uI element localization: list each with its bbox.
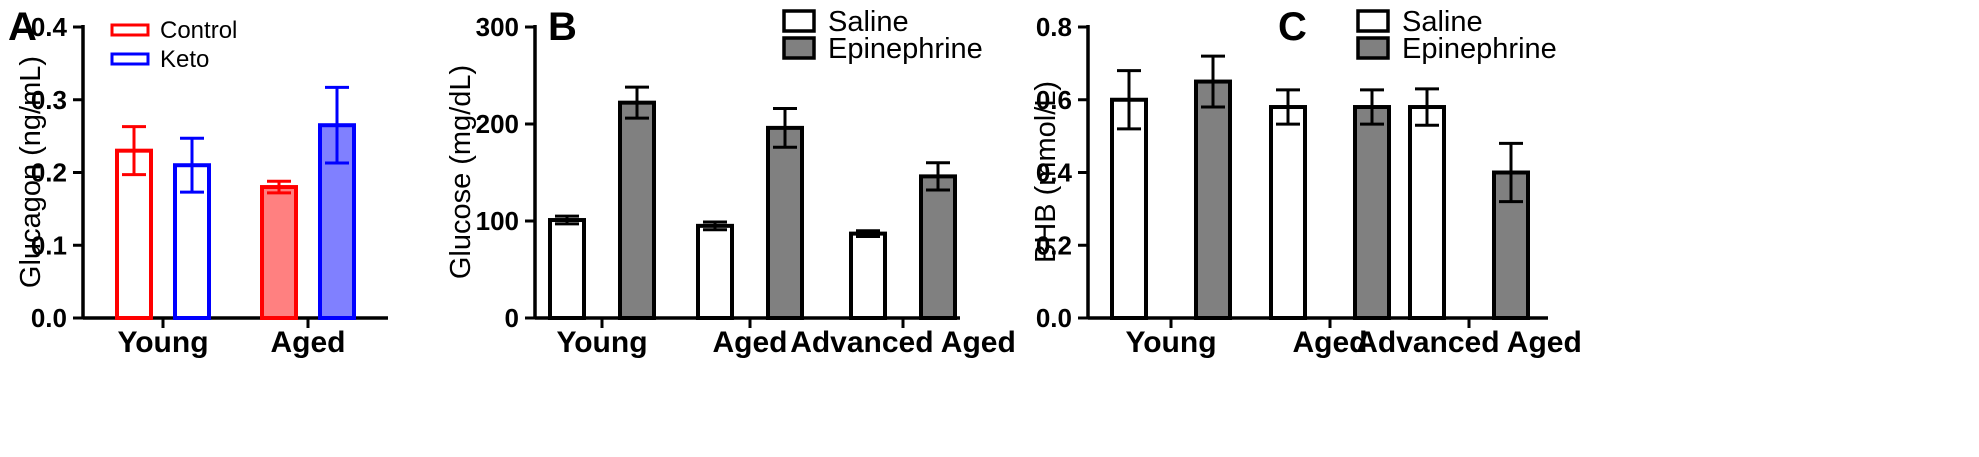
y-tick-label: 0.2 xyxy=(31,158,67,188)
x-tick-label: Aged xyxy=(271,326,346,359)
bar xyxy=(1269,105,1307,321)
legend-label: Keto xyxy=(160,46,209,73)
y-tick-label: 0.8 xyxy=(1036,12,1072,42)
bar xyxy=(1194,79,1232,320)
bar xyxy=(1408,105,1446,321)
bar xyxy=(1353,105,1391,321)
legend-swatch xyxy=(1356,36,1390,60)
x-tick-label: Young xyxy=(556,326,647,359)
x-tick-label: Advanced Aged xyxy=(790,326,1016,359)
y-tick-label: 0 xyxy=(505,303,519,333)
y-tick-label: 0.3 xyxy=(31,85,67,115)
chart-panel-a: 0.0 0.1 0.2 0.3 0.4 Glucagon (ng/mL) Young Aged… xyxy=(15,12,388,359)
panel-letter-c: C xyxy=(1278,5,1307,49)
y-tick-label: 0.6 xyxy=(1036,85,1072,115)
bar xyxy=(260,185,298,320)
y-tick-label: 0.2 xyxy=(1036,230,1072,260)
bar xyxy=(766,125,804,320)
legend-swatch xyxy=(110,23,150,37)
x-tick-label: Advanced Aged xyxy=(1356,326,1582,359)
bar xyxy=(1110,97,1148,320)
y-tick-label: 0.0 xyxy=(1036,303,1072,333)
y-axis-title: BHB (mmol/L) xyxy=(1030,81,1062,263)
panel-letter-a: A xyxy=(8,5,37,49)
y-tick-label: 0.0 xyxy=(31,303,67,333)
y-tick-label: 200 xyxy=(476,109,519,139)
y-axis-title: Glucagon (ng/mL) xyxy=(15,56,47,288)
legend-label: Saline xyxy=(1402,6,1483,38)
legend-label: Epinephrine xyxy=(828,33,983,65)
y-tick-label: 300 xyxy=(476,12,519,42)
y-tick-label: 0.1 xyxy=(31,230,67,260)
y-tick-label: 0.4 xyxy=(1036,158,1073,188)
x-tick-label: Aged xyxy=(1293,326,1368,359)
y-tick-label: 0.4 xyxy=(31,12,68,42)
bar xyxy=(849,231,887,320)
y-axis-title: Glucose (mg/dL) xyxy=(445,65,477,279)
legend-swatch xyxy=(110,52,150,66)
x-tick-label: Aged xyxy=(713,326,788,359)
legend-swatch xyxy=(1356,9,1390,33)
x-tick-label: Young xyxy=(1125,326,1216,359)
chart-panel-c: 0.0 0.2 0.4 0.6 0.8 BHB (mmol/L) Young AgedAdva… xyxy=(1030,6,1582,359)
x-tick-label: Young xyxy=(117,326,208,359)
legend-label: Saline xyxy=(828,6,909,38)
legend-label: Control xyxy=(160,17,237,44)
bar xyxy=(618,100,656,320)
bar xyxy=(696,223,734,321)
legend-swatch xyxy=(782,36,816,60)
legend-label: Epinephrine xyxy=(1402,33,1557,65)
chart-panel-b: 0 100 200 300 Glucose (mg/dL) Young Aged Advanc… xyxy=(445,6,1016,359)
bar xyxy=(548,218,586,320)
legend-swatch xyxy=(782,9,816,33)
panel-letter-b: B xyxy=(548,5,577,49)
bar xyxy=(919,174,957,320)
y-tick-label: 100 xyxy=(476,206,519,236)
